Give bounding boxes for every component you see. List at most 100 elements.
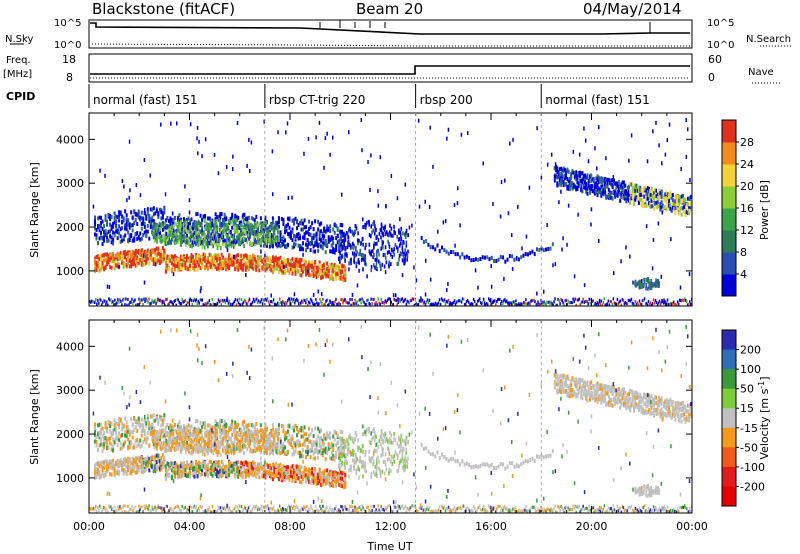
velocity-cell — [173, 466, 176, 471]
power-cell — [376, 234, 378, 239]
power-cell — [634, 183, 637, 188]
power-cell — [127, 230, 130, 235]
velocity-cell — [106, 446, 109, 451]
power-cell — [198, 229, 201, 234]
power-cell — [227, 234, 230, 239]
power-cell — [160, 259, 163, 264]
power-cell — [112, 241, 115, 246]
power-cell — [259, 255, 262, 260]
power-cell — [390, 233, 393, 238]
power-cell — [149, 220, 152, 225]
velocity-cell — [151, 414, 154, 419]
power-cell — [393, 297, 396, 301]
power-cell — [238, 297, 241, 301]
power-cell — [124, 254, 127, 259]
power-cell — [671, 301, 674, 305]
power-cell — [636, 188, 639, 193]
power-cell — [311, 221, 314, 226]
power-cell — [332, 227, 335, 232]
velocity-cell — [140, 463, 143, 468]
power-cell — [131, 258, 134, 263]
power-cell — [512, 300, 514, 304]
velocity-cell — [167, 473, 170, 478]
power-cell — [223, 257, 226, 262]
power-cell — [362, 217, 364, 222]
power-cell — [326, 266, 329, 271]
power-cell — [290, 266, 292, 271]
power-cell — [317, 219, 320, 224]
power-cell — [300, 301, 302, 305]
power-cell — [562, 301, 564, 305]
power-cell — [268, 303, 271, 306]
power-cell — [184, 184, 186, 189]
velocity-cell — [94, 422, 97, 427]
power-cell — [668, 122, 671, 127]
power-cell — [456, 252, 459, 257]
power-cell — [652, 298, 655, 302]
power-cell — [504, 298, 506, 302]
power-cell — [134, 217, 137, 222]
power-cell — [222, 299, 225, 303]
power-cell — [655, 200, 658, 205]
power-cell — [645, 277, 648, 282]
power-cell — [405, 302, 408, 306]
power-cell — [271, 258, 274, 263]
power-cell — [314, 240, 317, 245]
power-cell — [250, 226, 253, 231]
power-cell — [650, 286, 653, 291]
power-cell — [264, 266, 267, 271]
power-cell — [100, 266, 103, 271]
velocity-cell — [161, 434, 164, 439]
velocity-cell — [181, 435, 184, 440]
velocity-cell — [112, 428, 115, 433]
power-cell — [391, 247, 393, 252]
power-cell — [312, 269, 315, 274]
power-cell — [204, 302, 207, 306]
power-cell — [294, 270, 297, 275]
power-cell — [483, 301, 486, 306]
power-cell — [551, 242, 554, 247]
power-cell — [101, 253, 104, 258]
power-cell — [318, 229, 321, 234]
power-cell — [371, 302, 373, 306]
power-cell — [686, 196, 689, 201]
power-cell — [346, 300, 348, 304]
power-cell — [246, 221, 249, 226]
power-cell — [193, 230, 196, 235]
power-cell — [622, 196, 625, 201]
power-cell — [651, 266, 654, 271]
power-cell — [291, 245, 294, 250]
power-cell — [290, 259, 292, 264]
power-cell — [206, 221, 208, 226]
velocity-cell — [157, 431, 160, 436]
velocity-cell — [100, 460, 103, 465]
power-cell — [288, 262, 291, 267]
power-cell — [125, 252, 128, 257]
power-cell — [388, 250, 390, 255]
power-cell — [570, 183, 573, 188]
power-cell — [386, 299, 388, 303]
power-cell — [373, 241, 376, 246]
power-cell — [366, 298, 368, 302]
velocity-cell — [143, 466, 146, 471]
power-cell — [599, 179, 602, 184]
power-cell — [344, 258, 346, 263]
power-cell — [678, 198, 681, 203]
power-cell — [556, 183, 559, 188]
power-cell — [280, 217, 283, 222]
power-cell — [561, 180, 564, 185]
power-cell — [113, 260, 116, 265]
velocity-cell — [107, 460, 110, 465]
velocity-cell — [146, 463, 149, 468]
power-cell — [167, 219, 170, 224]
power-cell — [326, 270, 329, 275]
power-cell — [181, 228, 184, 233]
power-cell — [330, 249, 333, 254]
power-cell — [642, 298, 645, 302]
power-cell — [97, 255, 100, 260]
power-cell — [198, 254, 201, 259]
power-cell — [669, 301, 672, 305]
power-cell — [459, 223, 461, 228]
power-cell — [678, 298, 681, 302]
power-cell — [324, 261, 327, 266]
